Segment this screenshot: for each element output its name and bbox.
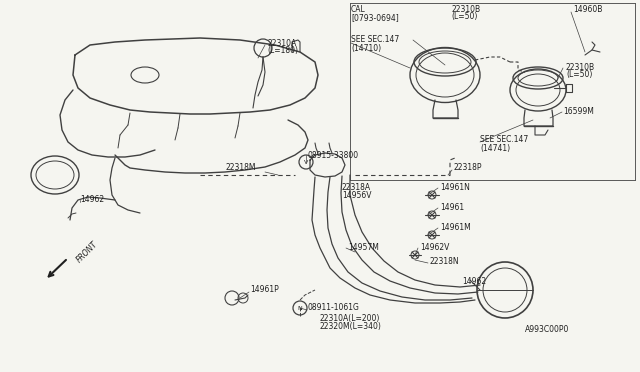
Text: 22318N: 22318N bbox=[430, 257, 460, 266]
Text: N: N bbox=[298, 305, 302, 311]
Text: (L=180): (L=180) bbox=[267, 46, 298, 55]
Text: 16599M: 16599M bbox=[563, 108, 594, 116]
Text: CAL: CAL bbox=[351, 6, 365, 15]
Text: V: V bbox=[304, 160, 308, 164]
Text: 08915-33800: 08915-33800 bbox=[308, 151, 359, 160]
Text: 22310B: 22310B bbox=[451, 6, 480, 15]
Text: 22318A: 22318A bbox=[342, 183, 371, 192]
Text: 22318P: 22318P bbox=[453, 164, 481, 173]
Text: (L=50): (L=50) bbox=[451, 13, 477, 22]
Text: 22310A: 22310A bbox=[267, 38, 296, 48]
Text: 22320M(L=340): 22320M(L=340) bbox=[320, 321, 382, 330]
Text: SEE SEC.147: SEE SEC.147 bbox=[351, 35, 399, 45]
Text: 14956V: 14956V bbox=[342, 192, 371, 201]
Text: 14961M: 14961M bbox=[440, 224, 471, 232]
Text: (14710): (14710) bbox=[351, 44, 381, 52]
Text: 14961P: 14961P bbox=[250, 285, 279, 295]
Text: (L=50): (L=50) bbox=[566, 71, 593, 80]
Text: 14962V: 14962V bbox=[420, 244, 449, 253]
Text: FRONT: FRONT bbox=[75, 240, 100, 264]
Text: 14960B: 14960B bbox=[573, 6, 602, 15]
Text: 14962: 14962 bbox=[462, 278, 486, 286]
Text: [0793-0694]: [0793-0694] bbox=[351, 13, 399, 22]
Text: 22318M: 22318M bbox=[225, 164, 255, 173]
Text: 22310A(L=200): 22310A(L=200) bbox=[320, 314, 380, 323]
Text: 08911-1061G: 08911-1061G bbox=[308, 304, 360, 312]
Text: (14741): (14741) bbox=[480, 144, 510, 153]
Text: 14961N: 14961N bbox=[440, 183, 470, 192]
Text: 14961: 14961 bbox=[440, 203, 464, 212]
Text: SEE SEC.147: SEE SEC.147 bbox=[480, 135, 528, 144]
Text: 14962: 14962 bbox=[80, 196, 104, 205]
Text: 22310B: 22310B bbox=[566, 64, 595, 73]
Text: A993C00P0: A993C00P0 bbox=[525, 326, 570, 334]
Text: 14957M: 14957M bbox=[348, 244, 379, 253]
